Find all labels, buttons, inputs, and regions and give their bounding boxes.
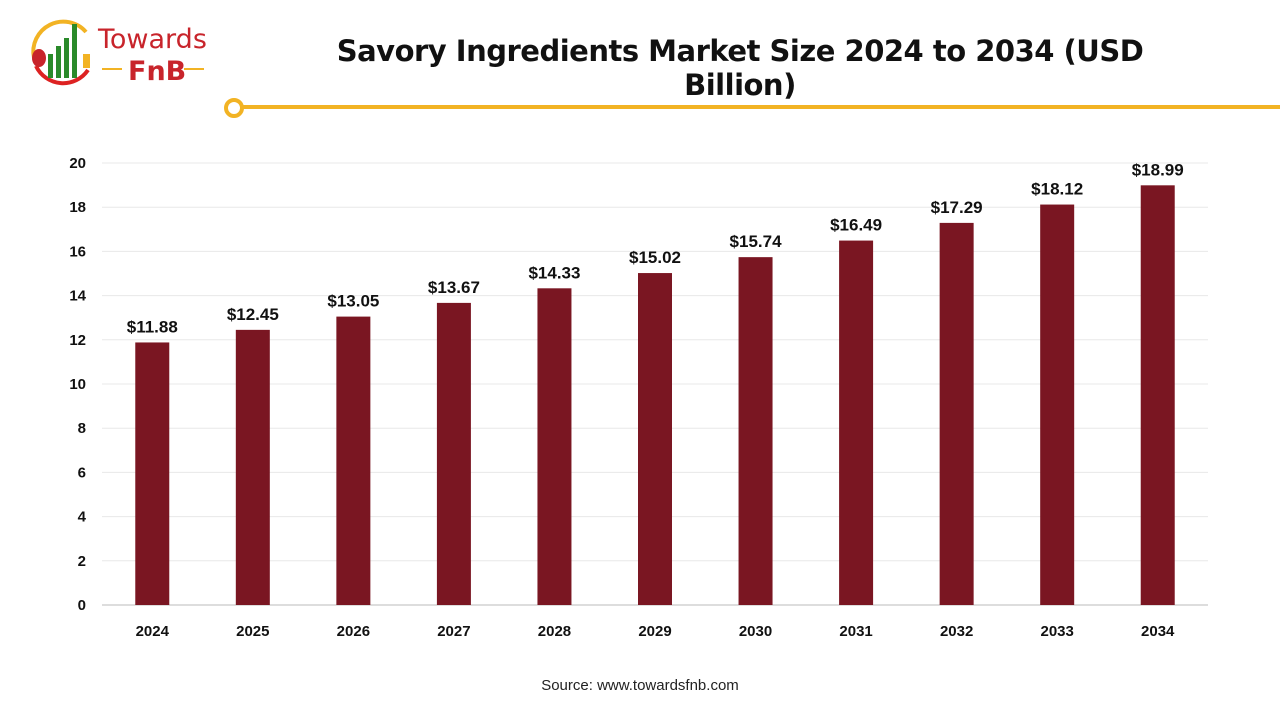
x-tick-label: 2031 bbox=[839, 623, 872, 640]
y-tick-label: 6 bbox=[78, 464, 86, 481]
y-tick-label: 2 bbox=[78, 553, 86, 570]
bar bbox=[436, 302, 471, 605]
data-label: $14.33 bbox=[528, 263, 580, 282]
chart-title: Savory Ingredients Market Size 2024 to 2… bbox=[336, 34, 1144, 102]
y-tick-label: 4 bbox=[78, 509, 87, 526]
x-tick-label: 2028 bbox=[538, 623, 571, 640]
bar bbox=[1040, 204, 1075, 605]
y-tick-label: 14 bbox=[69, 288, 86, 305]
x-tick-label: 2030 bbox=[739, 623, 772, 640]
source-note: Source: www.towardsfnb.com bbox=[541, 677, 739, 694]
data-label: $15.02 bbox=[629, 248, 681, 267]
x-tick-label: 2024 bbox=[136, 623, 170, 640]
y-tick-label: 18 bbox=[69, 199, 86, 216]
y-tick-label: 10 bbox=[69, 376, 86, 393]
x-tick-label: 2025 bbox=[236, 623, 269, 640]
data-label: $17.29 bbox=[931, 198, 983, 217]
y-tick-label: 16 bbox=[69, 243, 86, 260]
y-tick-label: 0 bbox=[78, 597, 86, 614]
x-tick-label: 2034 bbox=[1141, 623, 1175, 640]
svg-text:Towards: Towards bbox=[97, 24, 207, 55]
bar bbox=[939, 222, 974, 606]
bar bbox=[135, 342, 170, 605]
bar bbox=[537, 288, 572, 605]
x-tick-label: 2033 bbox=[1040, 623, 1073, 640]
data-label: $13.05 bbox=[327, 292, 379, 311]
bar bbox=[1140, 185, 1175, 606]
data-label: $16.49 bbox=[830, 216, 882, 235]
bar bbox=[738, 257, 773, 605]
bar bbox=[336, 316, 371, 605]
y-tick-label: 12 bbox=[69, 332, 86, 349]
bar bbox=[638, 273, 672, 605]
data-label: $18.99 bbox=[1132, 160, 1184, 179]
svg-text:FnB: FnB bbox=[128, 56, 186, 87]
y-tick-label: 8 bbox=[78, 420, 86, 437]
x-tick-label: 2026 bbox=[337, 623, 370, 640]
data-label: $18.12 bbox=[1031, 180, 1083, 199]
data-label: $13.67 bbox=[428, 278, 480, 297]
towards-fnb-logo: Towards FnB bbox=[26, 18, 216, 88]
data-label: $15.74 bbox=[730, 232, 783, 251]
bar bbox=[839, 240, 874, 606]
x-tick-label: 2032 bbox=[940, 623, 973, 640]
bar bbox=[235, 329, 270, 605]
x-tick-label: 2027 bbox=[437, 623, 470, 640]
data-label: $11.88 bbox=[127, 317, 178, 336]
data-label: $12.45 bbox=[227, 305, 279, 324]
divider-line bbox=[242, 105, 1280, 109]
y-tick-label: 20 bbox=[69, 155, 86, 172]
x-tick-label: 2029 bbox=[638, 623, 671, 640]
